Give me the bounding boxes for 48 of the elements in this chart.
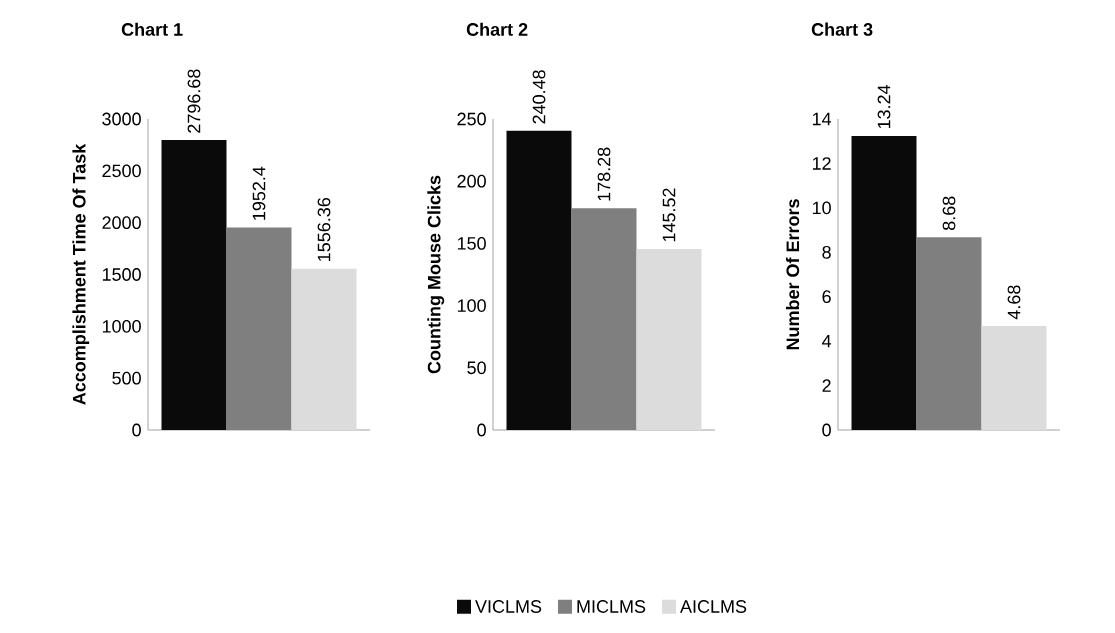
bar [851,135,917,430]
data-label: 240.48 [532,70,546,124]
y-tick-label: 150 [457,237,486,250]
y-tick-label: 0 [822,423,831,437]
y-tick-label: 250 [457,112,486,126]
y-tick-label: 50 [467,361,486,375]
y-tick-label: 10 [812,201,831,215]
y-tick-label: 200 [457,174,486,188]
chart-title: Chart 1 [121,22,183,36]
bar [916,237,982,430]
y-tick-label: 0 [132,423,141,437]
legend-label: VICLMS [475,600,542,613]
data-label: 1952.4 [252,166,266,220]
data-label: 145.52 [662,188,676,242]
legend-label: MICLMS [577,600,646,613]
y-tick-label: 1000 [102,319,141,333]
y-axis-title: Number Of Errors [785,199,800,350]
bar [291,268,357,430]
data-label: 13.24 [877,84,891,129]
data-label: 4.68 [1007,285,1021,320]
y-tick-label: 500 [112,371,141,385]
y-tick-label: 2 [822,379,831,392]
legend-label: AICLMS [680,600,747,613]
y-tick-label: 100 [457,299,486,312]
y-tick-label: 12 [812,157,831,170]
chart-title: Chart 2 [466,22,528,36]
y-tick-label: 8 [822,245,831,259]
data-label: 2796.68 [187,69,201,133]
bar [226,227,292,430]
y-tick-label: 2000 [102,216,141,230]
y-tick-label: 0 [477,423,486,437]
y-tick-label: 4 [822,334,832,348]
y-axis-title: Accomplishment Time Of Task [72,143,90,405]
data-label: 8.68 [942,196,956,230]
data-label: 178.28 [597,147,611,201]
data-label: 1556.36 [317,197,331,261]
y-tick-label: 14 [812,112,832,126]
y-axis-title: Counting Mouse Clicks [427,175,445,374]
bar [571,208,637,430]
y-tick-label: 2500 [102,164,141,178]
bar [981,326,1047,430]
y-tick-label: 6 [822,290,831,304]
y-tick-label: 3000 [102,112,141,126]
bar [161,140,227,430]
y-tick-label: 1500 [102,268,141,281]
bar [506,130,572,430]
bar [636,248,702,430]
chart-title: Chart 3 [811,22,873,36]
